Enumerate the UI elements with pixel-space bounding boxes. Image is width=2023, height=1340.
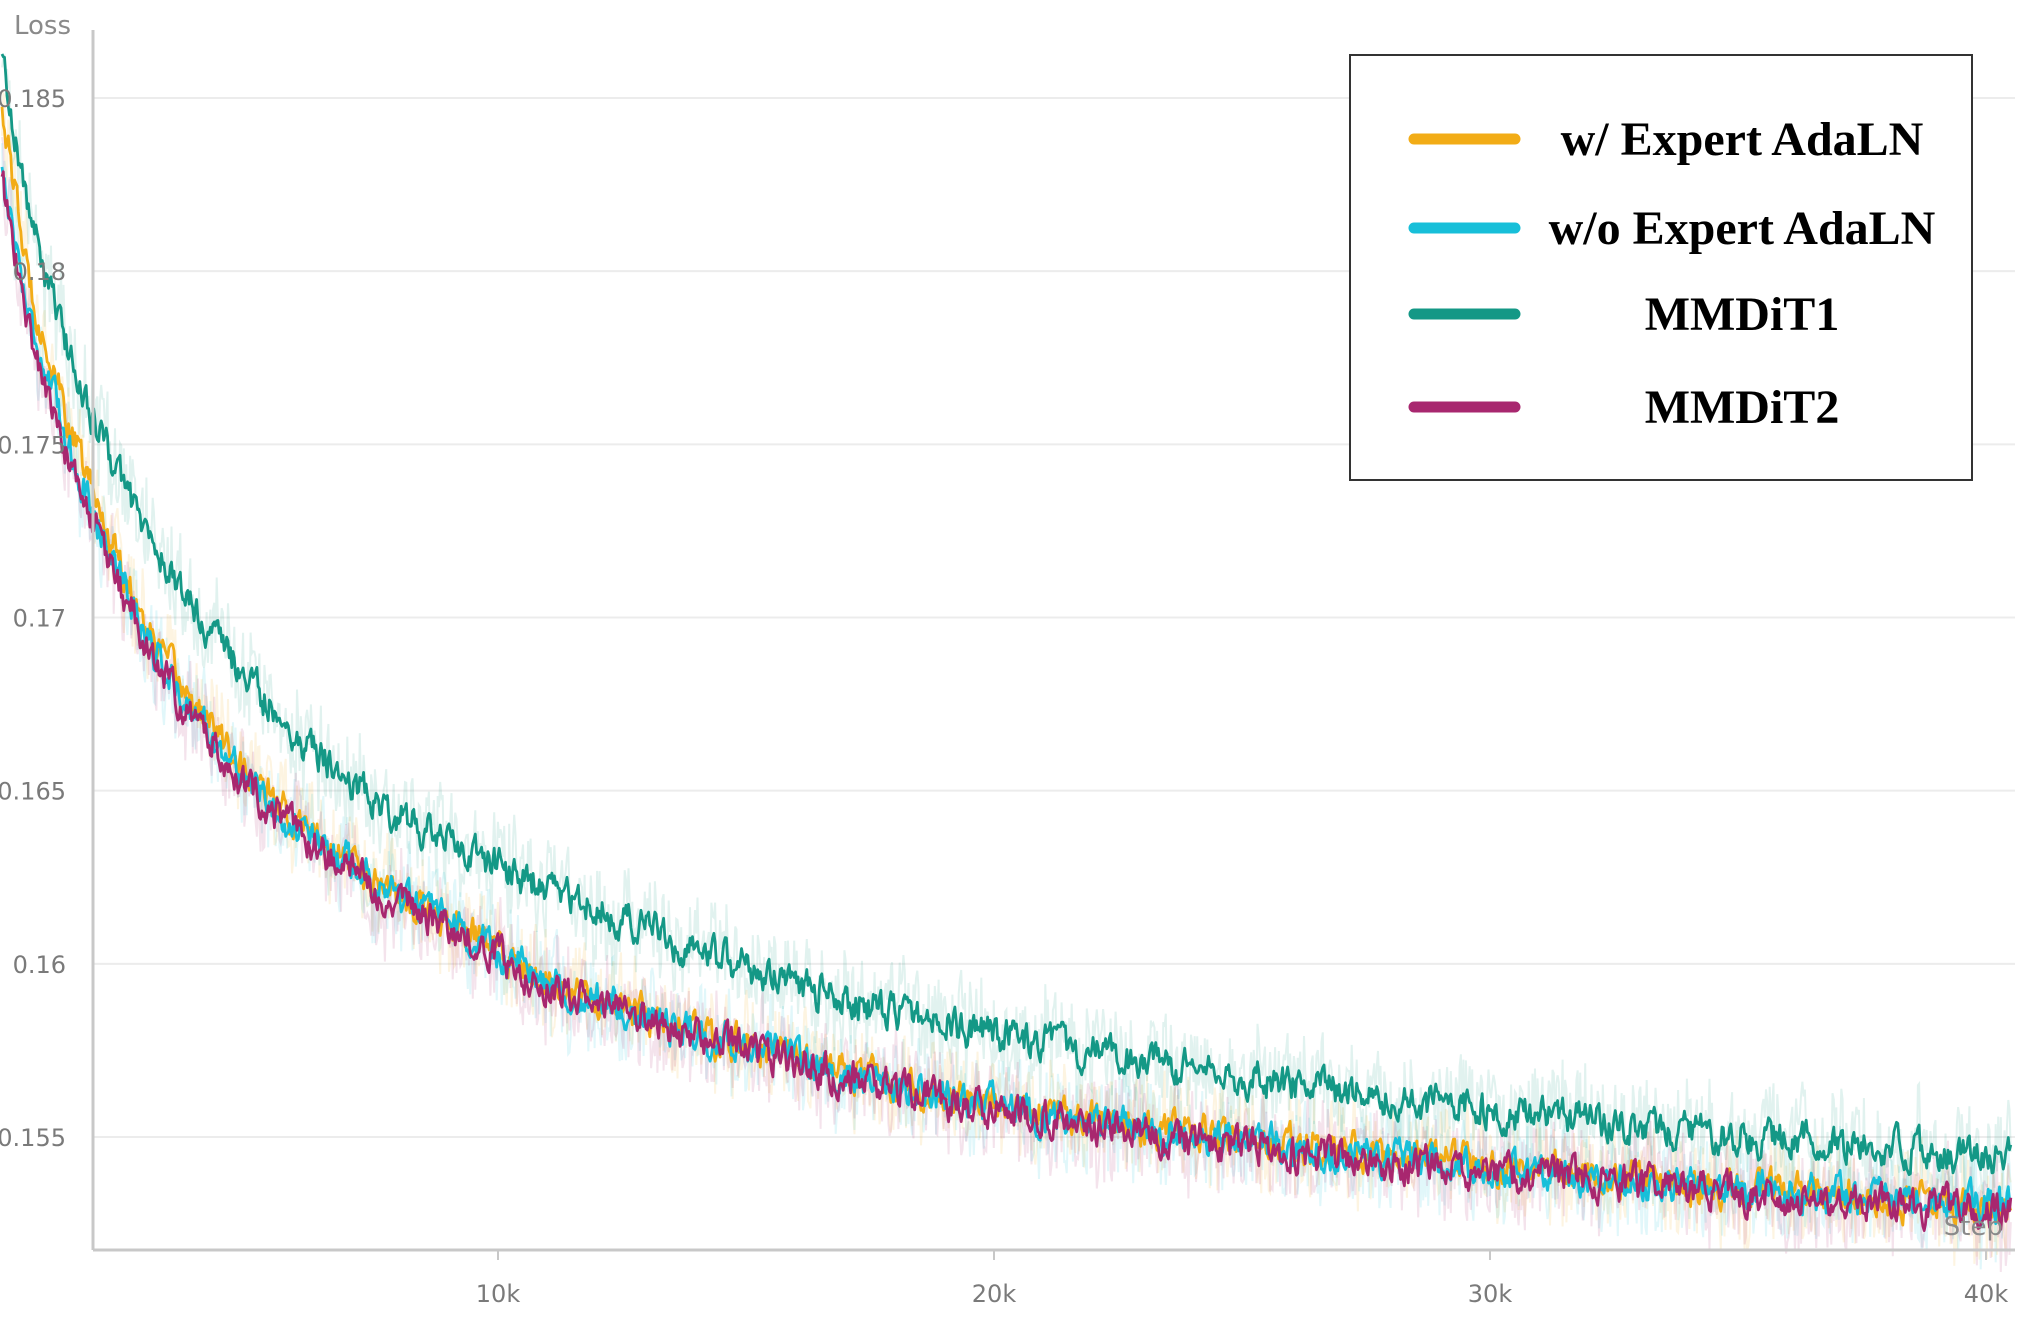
y-tick-label: 0.175 bbox=[0, 431, 66, 459]
y-tick-label: 0.165 bbox=[0, 778, 66, 806]
x-tick-label: 30k bbox=[1468, 1280, 1513, 1308]
y-tick-label: 0.17 bbox=[13, 605, 66, 633]
series-line bbox=[0, 53, 2013, 1176]
x-axis-label: Step bbox=[1944, 1212, 2003, 1242]
x-tick-label: 40k bbox=[1964, 1280, 2009, 1308]
legend-label: w/o Expert AdaLN bbox=[1549, 202, 1936, 255]
y-tick-label: 0.185 bbox=[0, 85, 66, 113]
x-axis-ticks: 10k 20k 30k 40k bbox=[476, 1250, 2009, 1308]
x-tick-label: 20k bbox=[972, 1280, 1017, 1308]
y-tick-label: 0.155 bbox=[0, 1124, 66, 1152]
legend: w/ Expert AdaLN w/o Expert AdaLN MMDiT1 MMD… bbox=[1349, 54, 1973, 481]
series-lines bbox=[0, 53, 2013, 1232]
legend-label: MMDiT1 bbox=[1645, 288, 1840, 341]
series-raw-band bbox=[1, 53, 2012, 1219]
series-line bbox=[0, 170, 2013, 1232]
y-axis-ticks: 0.155 0.16 0.165 0.17 0.175 0.18 0.185 bbox=[0, 85, 66, 1152]
x-tick-label: 10k bbox=[476, 1280, 521, 1308]
y-tick-label: 0.16 bbox=[13, 951, 66, 979]
y-axis-label: Loss bbox=[14, 11, 71, 41]
legend-label: MMDiT2 bbox=[1645, 381, 1840, 434]
legend-label: w/ Expert AdaLN bbox=[1561, 113, 1924, 166]
legend-box bbox=[1349, 54, 1973, 481]
y-tick-label: 0.18 bbox=[13, 258, 66, 286]
